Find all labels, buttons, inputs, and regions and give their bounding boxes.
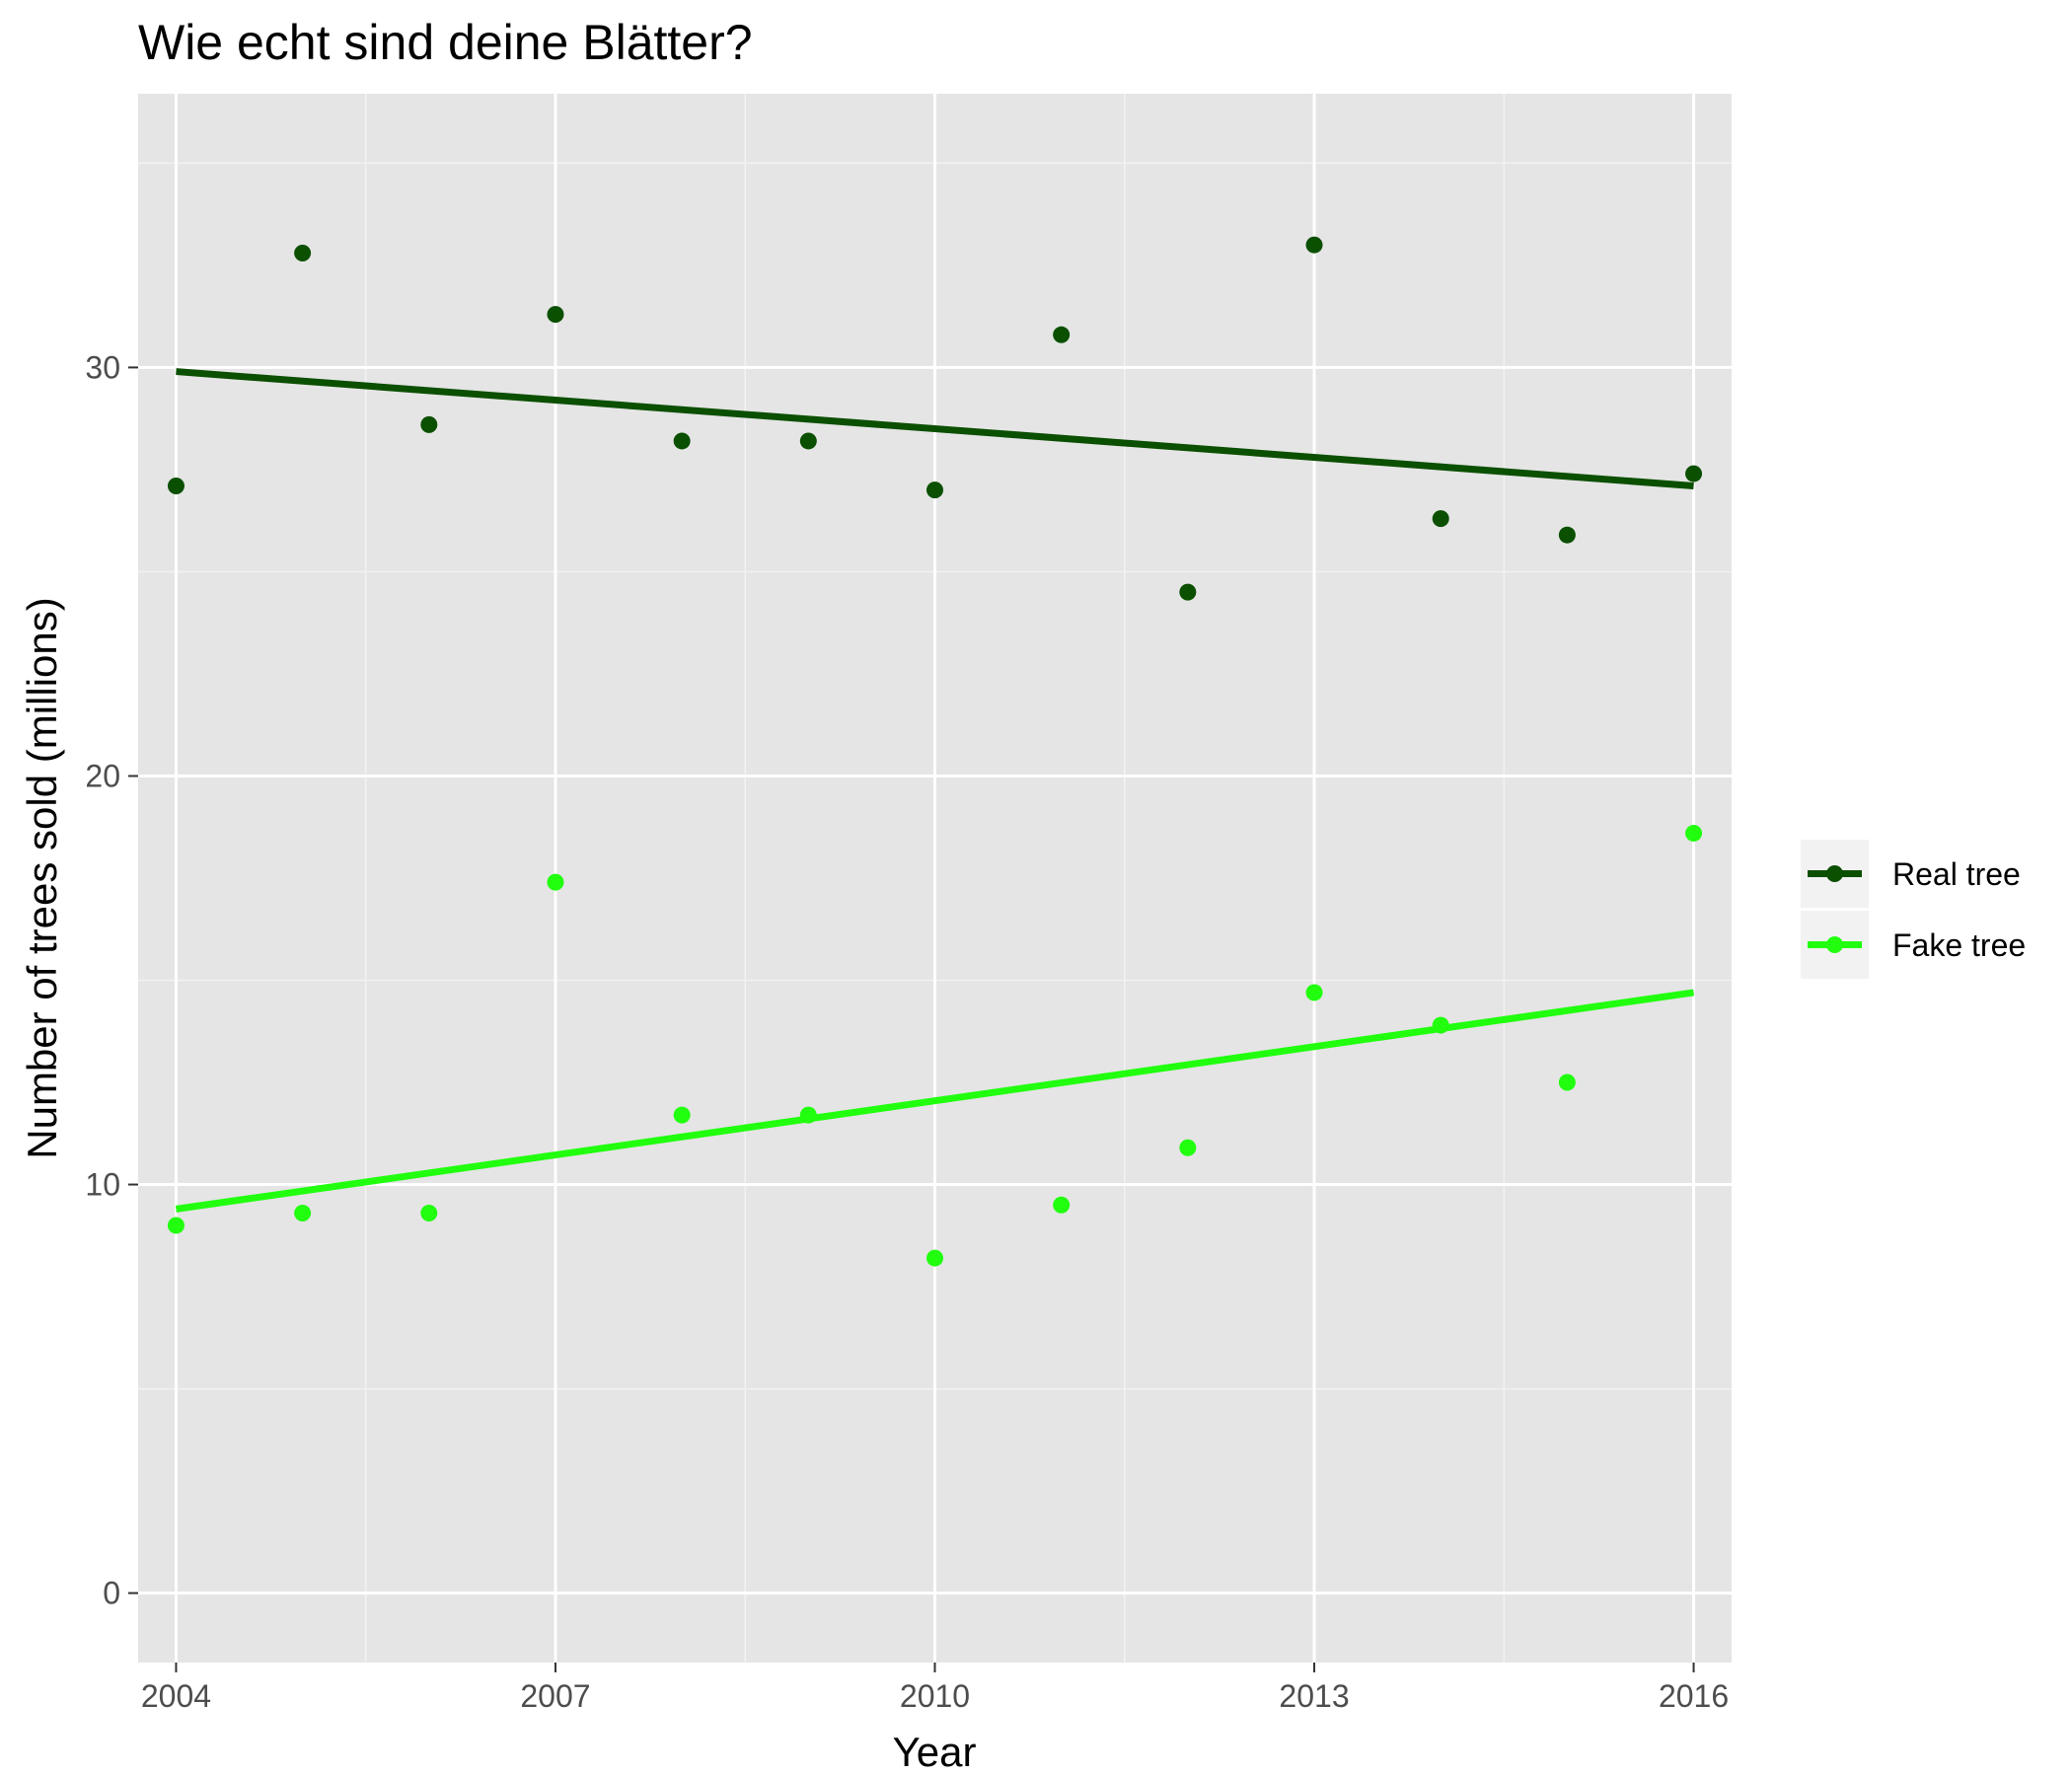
trend-line [176, 368, 1694, 489]
data-point [294, 1205, 312, 1222]
data-point [1179, 1139, 1197, 1156]
data-point [1305, 236, 1323, 254]
x-tick-label: 2013 [1279, 1678, 1349, 1714]
x-axis: 2004 2007 2010 2013 2016 [141, 1663, 1729, 1714]
data-point [926, 481, 943, 499]
data-points [167, 236, 1703, 1267]
data-point [1685, 465, 1703, 482]
data-point [1558, 526, 1576, 544]
y-axis: 0 10 20 30 [85, 349, 138, 1611]
data-point [420, 1205, 438, 1222]
data-point [1558, 1073, 1576, 1091]
legend: Real tree Fake tree [1801, 840, 2026, 979]
data-point [167, 478, 185, 494]
data-point [799, 432, 817, 450]
legend-label: Fake tree [1892, 927, 2026, 963]
legend-key-point [1826, 936, 1843, 953]
x-axis-title: Year [893, 1729, 977, 1775]
data-point [1685, 824, 1703, 842]
grid-major [138, 94, 1732, 1663]
legend-label: Real tree [1892, 856, 2021, 892]
x-tick-label: 2010 [900, 1678, 970, 1714]
data-point [167, 1217, 185, 1234]
x-tick-label: 2004 [141, 1678, 211, 1714]
x-tick-label: 2007 [520, 1678, 590, 1714]
legend-key-point [1826, 865, 1843, 882]
data-point [1053, 326, 1071, 343]
y-tick-label: 10 [85, 1167, 120, 1203]
data-point [799, 1106, 817, 1124]
data-point [294, 244, 312, 261]
data-point [547, 306, 564, 324]
chart-title: Wie echt sind deine Blätter? [138, 15, 753, 70]
y-axis-title: Number of trees sold (millions) [19, 597, 65, 1159]
data-point [673, 432, 691, 450]
data-point [1432, 1016, 1449, 1034]
x-tick-label: 2016 [1659, 1678, 1729, 1714]
y-tick-label: 0 [103, 1576, 120, 1611]
data-point [420, 415, 438, 433]
data-point [547, 873, 564, 891]
data-point [926, 1249, 943, 1267]
data-point [1305, 984, 1323, 1001]
data-point [1179, 583, 1197, 601]
data-point [1432, 510, 1449, 528]
y-tick-label: 20 [85, 758, 120, 793]
y-tick-label: 30 [85, 349, 120, 385]
data-point [673, 1106, 691, 1124]
data-point [1053, 1196, 1071, 1214]
